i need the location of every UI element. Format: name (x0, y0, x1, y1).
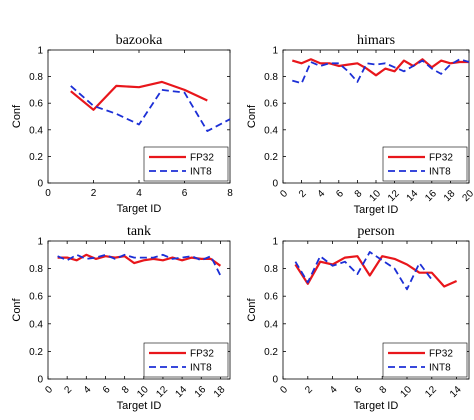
x-tick-label: 18 (442, 188, 458, 204)
y-tick-label: 0.8 (264, 264, 278, 275)
series-line-fp32 (294, 255, 458, 288)
x-tick-label: 10 (398, 384, 414, 400)
series-line-int8 (57, 253, 222, 276)
x-tick-label: 8 (378, 384, 390, 396)
x-tick-label: 2 (91, 188, 97, 199)
y-tick-label: 0.2 (29, 347, 43, 358)
x-tick-label: 12 (386, 188, 402, 204)
x-tick-label: 16 (193, 384, 209, 400)
legend-box (143, 146, 229, 182)
y-tick-label: 0.2 (264, 152, 278, 163)
y-tick-label: 0.4 (264, 319, 278, 330)
y-tick-label: 0.2 (264, 347, 278, 358)
y-tick-label: 0 (37, 375, 43, 386)
series-line-fp32 (291, 58, 469, 77)
legend: FP32 INT8 (382, 146, 468, 182)
y-axis-label: Conf (246, 297, 258, 321)
y-tick-label: 0 (272, 375, 278, 386)
legend-entry-fp32: FP32 (429, 349, 453, 360)
y-tick-label: 0.2 (29, 152, 43, 163)
legend-entry-fp32: FP32 (190, 153, 214, 164)
x-axis-label: Target ID (354, 204, 399, 216)
y-tick-label: 0.4 (264, 125, 278, 136)
legend: FP32 INT8 (143, 146, 229, 182)
x-tick-label: 0 (45, 188, 51, 199)
y-tick-label: 1 (37, 237, 43, 248)
legend-entry-int8: INT8 (190, 167, 212, 178)
x-tick-label: 8 (227, 188, 233, 199)
y-tick-label: 0.6 (264, 99, 278, 110)
x-tick-label: 0 (278, 188, 290, 200)
y-tick-label: 0.8 (264, 72, 278, 83)
y-tick-label: 0.8 (29, 72, 43, 83)
x-tick-label: 14 (174, 384, 190, 400)
x-tick-label: 2 (297, 188, 309, 200)
x-tick-label: 16 (423, 188, 439, 204)
chart-panel-bazooka: bazooka 0 0.2 0.4 0.6 0.8 1 0 2 4 6 8 Target ID Conf F… (11, 33, 233, 215)
chart-title: himars (357, 33, 395, 48)
series-line-int8 (294, 251, 433, 291)
legend-entry-fp32: FP32 (190, 349, 214, 360)
x-tick-label: 6 (182, 188, 188, 199)
x-tick-label: 12 (154, 384, 170, 400)
series-line-int8 (292, 58, 470, 85)
x-tick-label: 2 (303, 384, 315, 396)
x-tick-label: 4 (136, 188, 142, 199)
x-tick-label: 6 (101, 384, 113, 396)
series-line-fp32 (70, 80, 208, 111)
legend-entry-int8: INT8 (429, 363, 451, 374)
y-axis-label: Conf (246, 104, 258, 128)
y-tick-label: 0 (272, 179, 278, 190)
x-tick-label: 10 (367, 188, 383, 204)
y-axis-label: Conf (11, 297, 23, 321)
y-tick-label: 0 (37, 179, 43, 190)
x-tick-label: 12 (423, 384, 439, 400)
y-tick-label: 0.6 (29, 292, 43, 303)
x-tick-label: 4 (316, 188, 328, 200)
y-tick-label: 1 (272, 46, 278, 57)
legend-box (382, 342, 468, 378)
x-tick-label: 0 (278, 384, 290, 396)
y-tick-label: 0.4 (29, 125, 43, 136)
x-axis-label: Target ID (117, 203, 162, 215)
legend: FP32 INT8 (382, 342, 468, 378)
x-axis-label: Target ID (117, 400, 162, 412)
y-tick-label: 0.6 (264, 292, 278, 303)
x-tick-label: 2 (63, 384, 75, 396)
x-tick-label: 8 (353, 188, 365, 200)
x-tick-label: 6 (353, 384, 365, 396)
x-tick-label: 20 (460, 188, 474, 204)
x-tick-label: 4 (328, 384, 340, 396)
x-tick-label: 0 (43, 384, 55, 396)
legend-entry-fp32: FP32 (429, 153, 453, 164)
x-tick-label: 18 (212, 384, 228, 400)
legend-entry-int8: INT8 (429, 167, 451, 178)
x-tick-label: 14 (405, 188, 421, 204)
x-axis-label: Target ID (354, 400, 399, 412)
y-tick-label: 0.6 (29, 99, 43, 110)
x-tick-label: 8 (120, 384, 132, 396)
x-tick-label: 10 (135, 384, 151, 400)
legend-entry-int8: INT8 (190, 363, 212, 374)
x-tick-label: 6 (334, 188, 346, 200)
plot-area (47, 240, 231, 380)
y-tick-label: 1 (272, 237, 278, 248)
y-tick-label: 0.4 (29, 319, 43, 330)
x-tick-label: 4 (82, 384, 94, 396)
legend: FP32 INT8 (143, 342, 229, 378)
legend-box (382, 146, 468, 182)
chart-title: person (357, 224, 394, 239)
legend-box (143, 342, 229, 378)
y-axis-label: Conf (11, 104, 23, 128)
x-tick-label: 14 (448, 384, 464, 400)
y-tick-label: 1 (37, 46, 43, 57)
series-line-int8 (70, 85, 231, 133)
chart-title: bazooka (116, 33, 163, 48)
chart-title: tank (127, 224, 151, 239)
y-tick-label: 0.8 (29, 264, 43, 275)
